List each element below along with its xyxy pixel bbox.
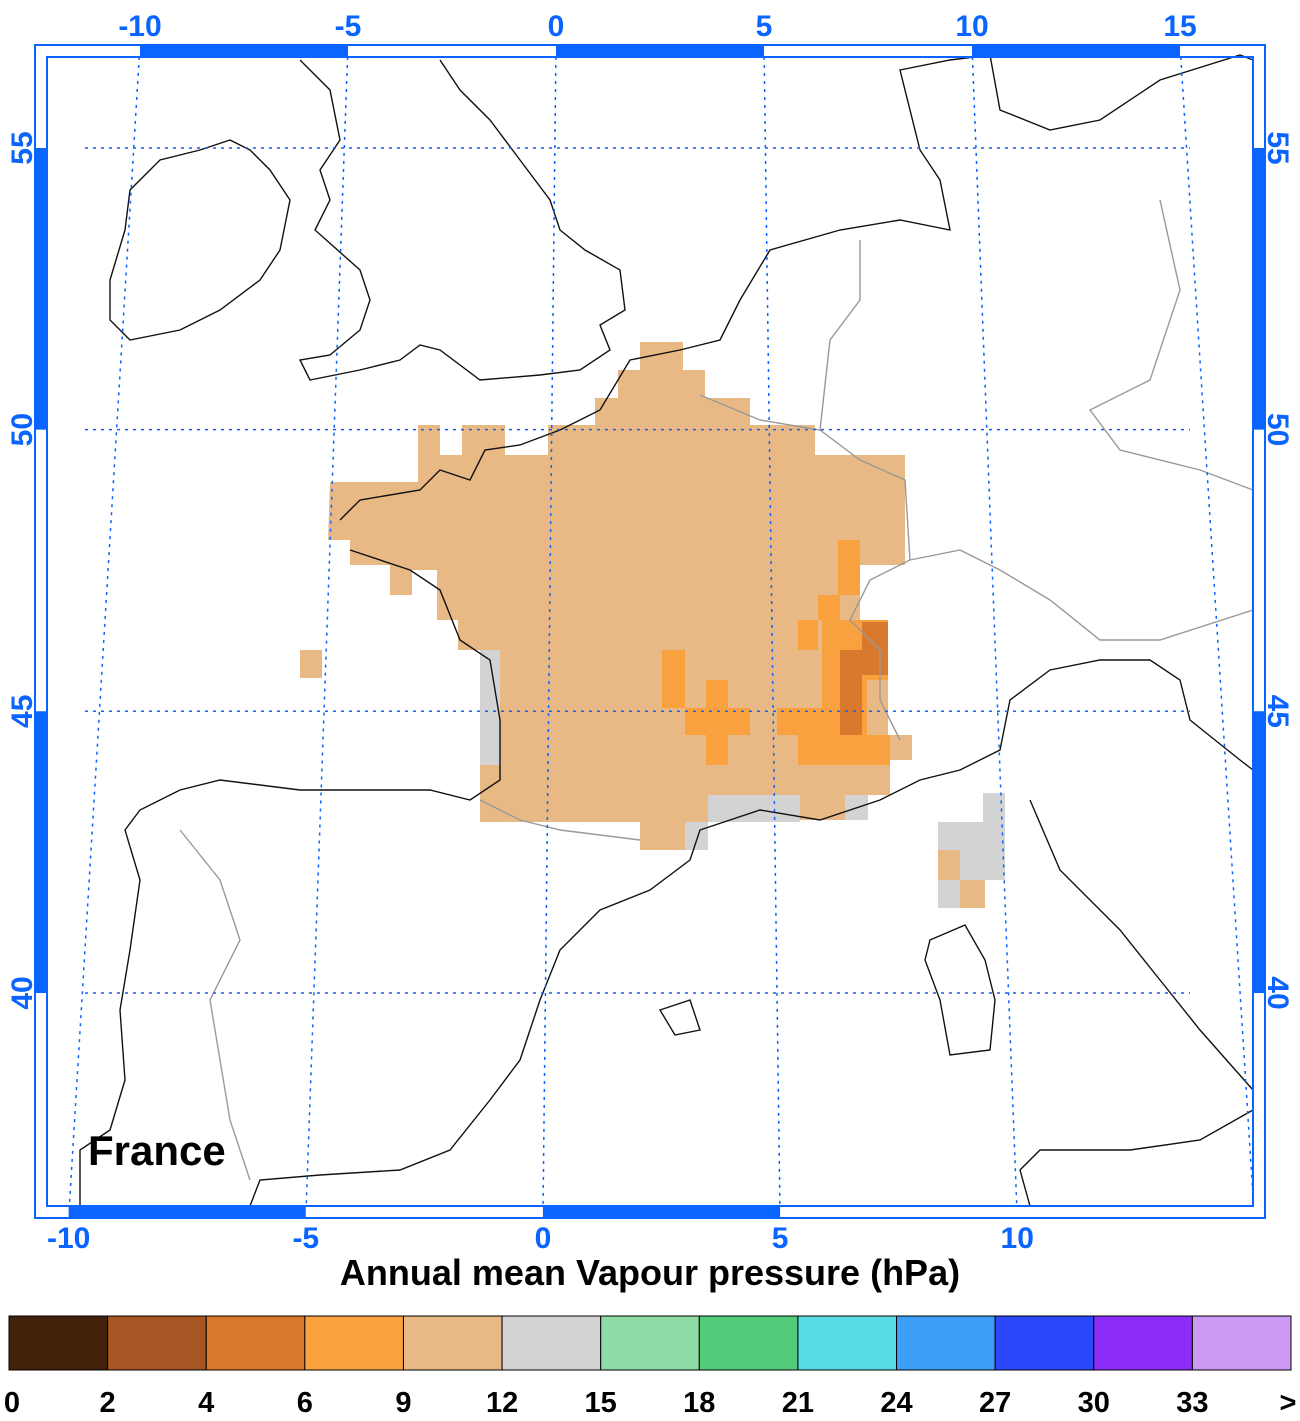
top-lon-label: 0: [548, 10, 565, 43]
bottom-lon-label: -10: [47, 1222, 90, 1255]
region-fill: [328, 342, 912, 850]
lat-label-left: 55: [6, 131, 39, 164]
colorbar-label: 4: [198, 1387, 214, 1419]
colorbar-swatch: [1191, 1315, 1292, 1371]
lat-label-left: 45: [6, 695, 39, 728]
outer-frame: [34, 44, 1266, 1219]
inner-frame: [46, 56, 1254, 1207]
meridian: [305, 56, 349, 1207]
data-cells: [300, 342, 1005, 908]
lat-label-right: 40: [1261, 976, 1294, 1009]
colorbar-label: 6: [297, 1387, 313, 1419]
bottom-lon-label: 0: [535, 1222, 552, 1255]
colorbar-title: Annual mean Vapour pressure (hPa): [340, 1252, 960, 1293]
colorbar-swatch: [1093, 1315, 1193, 1371]
colorbar-swatch: [896, 1315, 996, 1371]
graticule: [68, 56, 1255, 1207]
top-lon-label: 5: [756, 10, 773, 43]
top-lon-label: 10: [955, 10, 988, 43]
top-lon-label: 15: [1163, 10, 1196, 43]
colorbar-label: 12: [486, 1387, 518, 1419]
colorbar-label: 27: [979, 1387, 1011, 1419]
colorbar-label: 21: [782, 1387, 814, 1419]
meridian: [1180, 56, 1255, 1207]
colorbar-label: >: [1280, 1387, 1297, 1419]
bottom-lon-label: -5: [292, 1222, 319, 1255]
colorbar-label: 33: [1176, 1387, 1208, 1419]
colorbar-label: 24: [880, 1387, 912, 1419]
top-lon-label: -10: [118, 10, 161, 43]
coastlines: [79, 54, 1254, 1207]
lat-label-right: 55: [1261, 131, 1294, 164]
colorbar-label: 30: [1078, 1387, 1110, 1419]
colorbar-label: 2: [100, 1387, 116, 1419]
bottom-lon-label: 5: [772, 1222, 789, 1255]
colorbar-label: 15: [585, 1387, 617, 1419]
colorbar-swatch: [797, 1315, 898, 1371]
colorbar-swatch: [205, 1315, 306, 1371]
colorbar-swatch: [698, 1315, 799, 1371]
colorbar-swatch: [107, 1315, 207, 1371]
grey-cells: [480, 650, 1005, 908]
top-lon-label: -5: [335, 10, 362, 43]
bottom-lon-label: 10: [1001, 1222, 1034, 1255]
lat-label-right: 50: [1261, 413, 1294, 446]
lat-label-left: 40: [6, 976, 39, 1009]
colorbar-label: 0: [4, 1387, 20, 1419]
colorbar-swatch: [994, 1315, 1095, 1371]
colorbar-swatch: [304, 1315, 404, 1371]
colorbar-swatch: [600, 1315, 700, 1371]
cell: [300, 650, 322, 678]
colorbar-label: 18: [683, 1387, 715, 1419]
colorbar-swatch: [501, 1315, 602, 1371]
colorbar-swatch: [402, 1315, 503, 1371]
meridian: [971, 56, 1018, 1207]
region-label: France: [88, 1127, 226, 1174]
lat-label-right: 45: [1261, 695, 1294, 728]
dark-orange-cells: [840, 622, 888, 735]
colorbar-swatch: [8, 1315, 109, 1371]
lat-label-left: 50: [6, 413, 39, 446]
colorbar-label: 9: [395, 1387, 411, 1419]
meridian: [68, 56, 141, 1207]
